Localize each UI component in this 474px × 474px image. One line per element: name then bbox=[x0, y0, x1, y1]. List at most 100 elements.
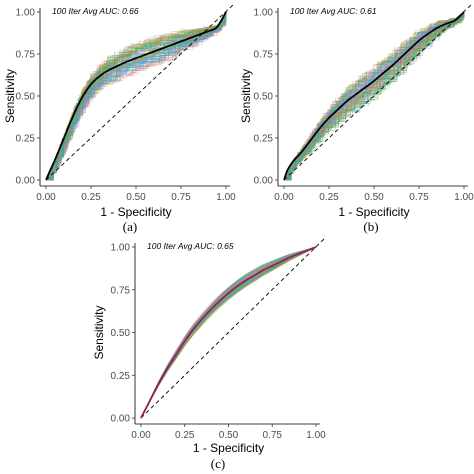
iteration-roc-curve bbox=[140, 246, 317, 419]
y-tick-label: 0.25 bbox=[16, 134, 36, 145]
average-roc-curve bbox=[45, 11, 227, 181]
iteration-roc-curve bbox=[284, 12, 465, 181]
iteration-roc-curve bbox=[46, 12, 227, 181]
iteration-roc-curve bbox=[140, 246, 317, 419]
iteration-roc-curve bbox=[140, 246, 317, 419]
x-tick-label: 0.00 bbox=[36, 192, 56, 203]
iteration-roc-curve bbox=[46, 12, 227, 181]
iteration-roc-curve bbox=[46, 12, 227, 181]
iteration-roc-curve bbox=[284, 12, 465, 181]
iteration-roc-curve bbox=[140, 246, 317, 419]
iteration-roc-curve bbox=[284, 12, 465, 181]
iteration-roc-curve bbox=[284, 12, 465, 181]
iteration-roc-curve bbox=[140, 246, 317, 419]
iteration-roc-curve bbox=[140, 246, 317, 419]
iteration-roc-curve bbox=[284, 12, 465, 181]
x-tick-label: 1.00 bbox=[454, 192, 474, 203]
iteration-roc-curve bbox=[140, 246, 317, 419]
auc-annotation: 100 Iter Avg AUC: 0.66 bbox=[52, 6, 139, 16]
iteration-roc-curve bbox=[46, 12, 227, 181]
iteration-roc-curve bbox=[284, 12, 465, 181]
iteration-roc-curve bbox=[46, 12, 227, 181]
y-tick-label: 0.50 bbox=[111, 328, 131, 339]
y-tick-label: 1.00 bbox=[111, 243, 131, 254]
iteration-roc-curve bbox=[284, 12, 465, 181]
iteration-roc-curve bbox=[284, 12, 465, 181]
y-tick-label: 0.75 bbox=[254, 50, 274, 61]
iteration-roc-curve bbox=[140, 246, 317, 419]
iteration-roc-curve bbox=[46, 12, 227, 181]
iteration-roc-curve bbox=[140, 246, 317, 419]
y-tick-label: 0.00 bbox=[111, 414, 131, 425]
iteration-roc-curve bbox=[46, 12, 227, 181]
iteration-roc-curve bbox=[46, 12, 227, 181]
iteration-roc-curve bbox=[284, 12, 465, 181]
iteration-roc-curve bbox=[46, 12, 227, 181]
iteration-roc-curve bbox=[284, 12, 465, 181]
iteration-roc-curve bbox=[46, 12, 227, 181]
x-axis-title: 1 - Specificity bbox=[193, 441, 264, 455]
iteration-roc-curve bbox=[46, 12, 227, 181]
x-axis-title: 1 - Specificity bbox=[100, 205, 171, 219]
iteration-roc-curve bbox=[284, 12, 465, 181]
iteration-roc-curve bbox=[46, 12, 227, 181]
iteration-roc-curve bbox=[284, 12, 465, 181]
iteration-roc-curve bbox=[140, 246, 317, 419]
panel-caption: (a) bbox=[123, 219, 137, 234]
iteration-roc-curve bbox=[46, 12, 227, 181]
x-tick-label: 0.00 bbox=[131, 430, 151, 441]
y-tick-label: 0.75 bbox=[111, 285, 131, 296]
iteration-roc-curve bbox=[46, 12, 227, 181]
iteration-roc-curve bbox=[140, 246, 317, 419]
y-tick-label: 0.00 bbox=[16, 176, 36, 187]
x-tick-label: 1.00 bbox=[216, 192, 236, 203]
iteration-roc-curve bbox=[284, 12, 465, 181]
iteration-roc-curve bbox=[46, 12, 227, 181]
y-tick-label: 0.50 bbox=[254, 92, 274, 103]
y-tick-label: 0.50 bbox=[16, 92, 36, 103]
iteration-roc-curve bbox=[284, 12, 465, 181]
iteration-roc-curve bbox=[140, 246, 317, 419]
iteration-roc-curve bbox=[284, 12, 465, 181]
y-tick-label: 0.00 bbox=[254, 176, 274, 187]
iteration-roc-curve bbox=[46, 12, 227, 181]
iteration-roc-curve bbox=[284, 12, 465, 181]
iteration-roc-curve bbox=[46, 12, 227, 181]
iteration-roc-curve bbox=[46, 12, 227, 181]
iteration-roc-curve bbox=[46, 12, 227, 181]
iteration-roc-curve bbox=[284, 12, 465, 181]
roc-panel-c: 0.00 0.25 0.50 0.75 1.00 0.00 0.25 0.50 0.75 1.00… bbox=[92, 238, 326, 471]
iteration-roc-curve bbox=[46, 12, 227, 181]
iteration-roc-curve bbox=[46, 12, 227, 181]
iteration-roc-curve bbox=[140, 246, 317, 419]
iteration-roc-curve bbox=[46, 12, 227, 181]
iteration-roc-curve bbox=[46, 12, 227, 181]
iteration-roc-curve bbox=[46, 12, 227, 181]
iteration-roc-curve bbox=[46, 12, 227, 181]
iteration-roc-curve bbox=[284, 12, 465, 181]
iteration-roc-curve bbox=[140, 246, 317, 419]
iteration-roc-curve bbox=[284, 12, 465, 181]
iteration-roc-curve bbox=[284, 12, 465, 181]
iteration-roc-curve bbox=[284, 12, 465, 181]
iteration-roc-curve bbox=[284, 12, 465, 181]
iteration-roc-curve bbox=[284, 12, 465, 181]
iteration-roc-curve bbox=[140, 246, 317, 419]
iteration-roc-curve bbox=[284, 12, 465, 181]
iteration-roc-curve bbox=[284, 12, 465, 181]
iteration-roc-curve bbox=[140, 246, 317, 419]
iteration-roc-curve bbox=[46, 12, 227, 181]
x-tick-label: 0.25 bbox=[319, 192, 339, 203]
iteration-roc-curve bbox=[46, 12, 227, 181]
iteration-roc-curve bbox=[140, 246, 317, 419]
iteration-roc-curve bbox=[46, 12, 227, 181]
iteration-roc-curve bbox=[46, 12, 227, 181]
iteration-roc-curve bbox=[46, 12, 227, 181]
x-tick-label: 0.75 bbox=[263, 430, 283, 441]
iteration-roc-curve bbox=[46, 12, 227, 181]
iteration-roc-curve bbox=[46, 12, 227, 181]
chance-diagonal-line bbox=[45, 3, 235, 181]
iteration-roc-curve bbox=[46, 12, 227, 181]
iteration-roc-curve bbox=[46, 12, 227, 181]
iteration-roc-curve bbox=[46, 12, 227, 181]
